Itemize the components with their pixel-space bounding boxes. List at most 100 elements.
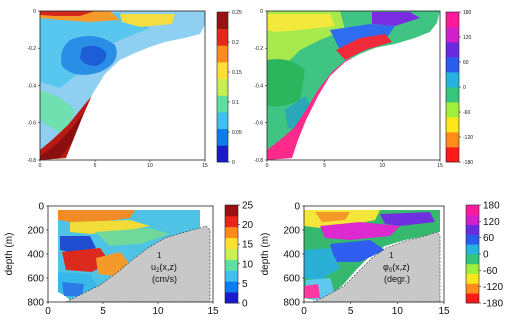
colorbar-step bbox=[466, 254, 479, 265]
colorbar-tick-label: -120 bbox=[463, 135, 473, 141]
colorbar-step bbox=[466, 273, 479, 284]
x-tick-label: 5 bbox=[100, 306, 106, 317]
colorbar-tick-label: 120 bbox=[463, 35, 472, 41]
annotation-line3: (cm/s) bbox=[152, 274, 177, 284]
y-tick-label: 200 bbox=[27, 226, 44, 237]
colorbar-step bbox=[446, 147, 459, 163]
colorbar-step bbox=[466, 244, 479, 255]
colorbar-tick-label: 0.1 bbox=[232, 100, 239, 106]
colorbar-tick-label: 0 bbox=[232, 160, 235, 166]
annotation-symbol: φ bbox=[383, 262, 389, 272]
colorbar-tick-label: 60 bbox=[483, 233, 495, 244]
colorbar-step bbox=[217, 78, 228, 96]
colorbar-step bbox=[217, 95, 228, 113]
y-tick-label: 400 bbox=[283, 250, 300, 261]
colorbar-step bbox=[225, 248, 238, 260]
colorbar: 180 120 60 0 -60 -120 -180 bbox=[465, 201, 503, 310]
annotation-subscript: 0 bbox=[389, 268, 393, 274]
seabed bbox=[312, 231, 441, 303]
x-tick-label: 15 bbox=[437, 163, 443, 169]
field-patch-red-top bbox=[40, 11, 95, 16]
field-patch-pink bbox=[304, 284, 320, 298]
annotation-line1: 1 bbox=[157, 251, 162, 260]
y-tick-label: -0.6 bbox=[254, 121, 263, 127]
field-patch-yellow bbox=[70, 220, 150, 234]
annotation-line1: 1 bbox=[389, 251, 394, 260]
x-tick-label: 0 bbox=[39, 163, 42, 169]
y-axis: 0 200 400 600 800 bbox=[27, 202, 48, 309]
field-patch-deepblue bbox=[80, 45, 107, 66]
colorbar-tick-label: 180 bbox=[463, 10, 472, 16]
y-tick-label: 200 bbox=[283, 226, 300, 237]
y-axis-label: depth (m) bbox=[260, 233, 271, 276]
field-patch-blue-low bbox=[62, 282, 84, 296]
field-patch-green bbox=[40, 90, 75, 135]
colorbar-step bbox=[446, 72, 459, 88]
colorbar-step bbox=[225, 281, 238, 293]
colorbar-tick-label: 10 bbox=[242, 259, 254, 270]
colorbar-step bbox=[466, 205, 479, 216]
colorbar-step bbox=[446, 102, 459, 118]
y-tick-label: -0.4 bbox=[254, 83, 263, 89]
y-axis: 0 -0.2 -0.4 -0.6 -0.8 bbox=[254, 9, 267, 164]
colorbar-tick-label: 0.2 bbox=[232, 40, 239, 46]
x-tick-label: 10 bbox=[380, 163, 386, 169]
y-tick-label: 0 bbox=[33, 9, 36, 15]
annotation-line2: φ0(x,z) bbox=[383, 262, 410, 274]
panel-bottom-right-field bbox=[303, 205, 445, 303]
field-patch-orange-top bbox=[58, 210, 135, 222]
colorbar-tick-label: 120 bbox=[483, 217, 500, 228]
y-tick-label: 800 bbox=[283, 298, 300, 309]
seabed bbox=[292, 11, 440, 160]
colorbar-tick-label: -60 bbox=[463, 110, 470, 116]
colorbar-frame bbox=[224, 204, 239, 304]
colorbar-tick-label: -120 bbox=[483, 282, 503, 293]
colorbar-step bbox=[446, 87, 459, 103]
colorbar-tick-label: 0 bbox=[463, 85, 466, 91]
colorbar-step bbox=[446, 132, 459, 148]
colorbar-step bbox=[446, 117, 459, 133]
field-patch-green-mid bbox=[267, 59, 305, 107]
y-tick-label: -0.2 bbox=[254, 46, 263, 52]
colorbar-tick-label: 0 bbox=[242, 299, 248, 310]
colorbar-step bbox=[446, 57, 459, 73]
field-patch-teal bbox=[285, 96, 312, 130]
y-tick-label: -0.8 bbox=[27, 158, 36, 164]
x-tick-label: 0 bbox=[301, 306, 307, 317]
colorbar-step bbox=[225, 292, 238, 304]
y-tick-label: -0.8 bbox=[254, 158, 263, 164]
panel-bottom-right: 1 φ0(x,z) (degr.) depth (m) 0 5 10 15 02004… bbox=[260, 201, 503, 318]
colorbar-step bbox=[466, 293, 479, 304]
colorbar-tick-label: 60 bbox=[463, 60, 469, 66]
x-tick-label: 0 bbox=[266, 163, 269, 169]
colorbar-tick-label: -180 bbox=[463, 160, 473, 166]
panel-bottom-left: 1 u2(x,z) (cm/s) depth (m) 0 5 10 15 020040… bbox=[4, 201, 254, 318]
field-patch-blue bbox=[330, 24, 395, 50]
y-axis: 0 -0.2 -0.4 -0.6 -0.8 bbox=[27, 9, 40, 164]
field-patch-green bbox=[95, 228, 170, 246]
colorbar-tick-label: 25 bbox=[242, 201, 254, 212]
seabed bbox=[66, 25, 205, 160]
field-patch-yellow bbox=[267, 14, 335, 32]
colorbar-step bbox=[217, 62, 228, 80]
colorbar-tick-label: 20 bbox=[242, 220, 254, 231]
colorbar-step bbox=[225, 226, 238, 239]
annotation-args: (x,z) bbox=[159, 262, 177, 272]
field-patch-teal bbox=[304, 248, 340, 280]
x-tick-label: 0 bbox=[45, 306, 51, 317]
x-tick-label: 5 bbox=[348, 306, 354, 317]
colorbar-step bbox=[446, 27, 459, 43]
panel-top-left-field bbox=[39, 10, 206, 161]
field-background bbox=[267, 11, 440, 160]
colorbar: 0.25 0.2 0.15 0.1 0.05 0 bbox=[216, 10, 242, 166]
annotation-line3: (degr.) bbox=[384, 274, 410, 284]
colorbar-step bbox=[217, 28, 228, 46]
colorbar-step bbox=[217, 45, 228, 63]
annotation-subscript: 2 bbox=[156, 268, 160, 274]
colorbar-step bbox=[225, 205, 238, 217]
y-axis: 0 200 400 600 800 bbox=[283, 202, 304, 309]
field-patch-red bbox=[336, 34, 392, 60]
field-patch-yellow bbox=[120, 14, 175, 27]
x-tick-label: 10 bbox=[152, 306, 164, 317]
